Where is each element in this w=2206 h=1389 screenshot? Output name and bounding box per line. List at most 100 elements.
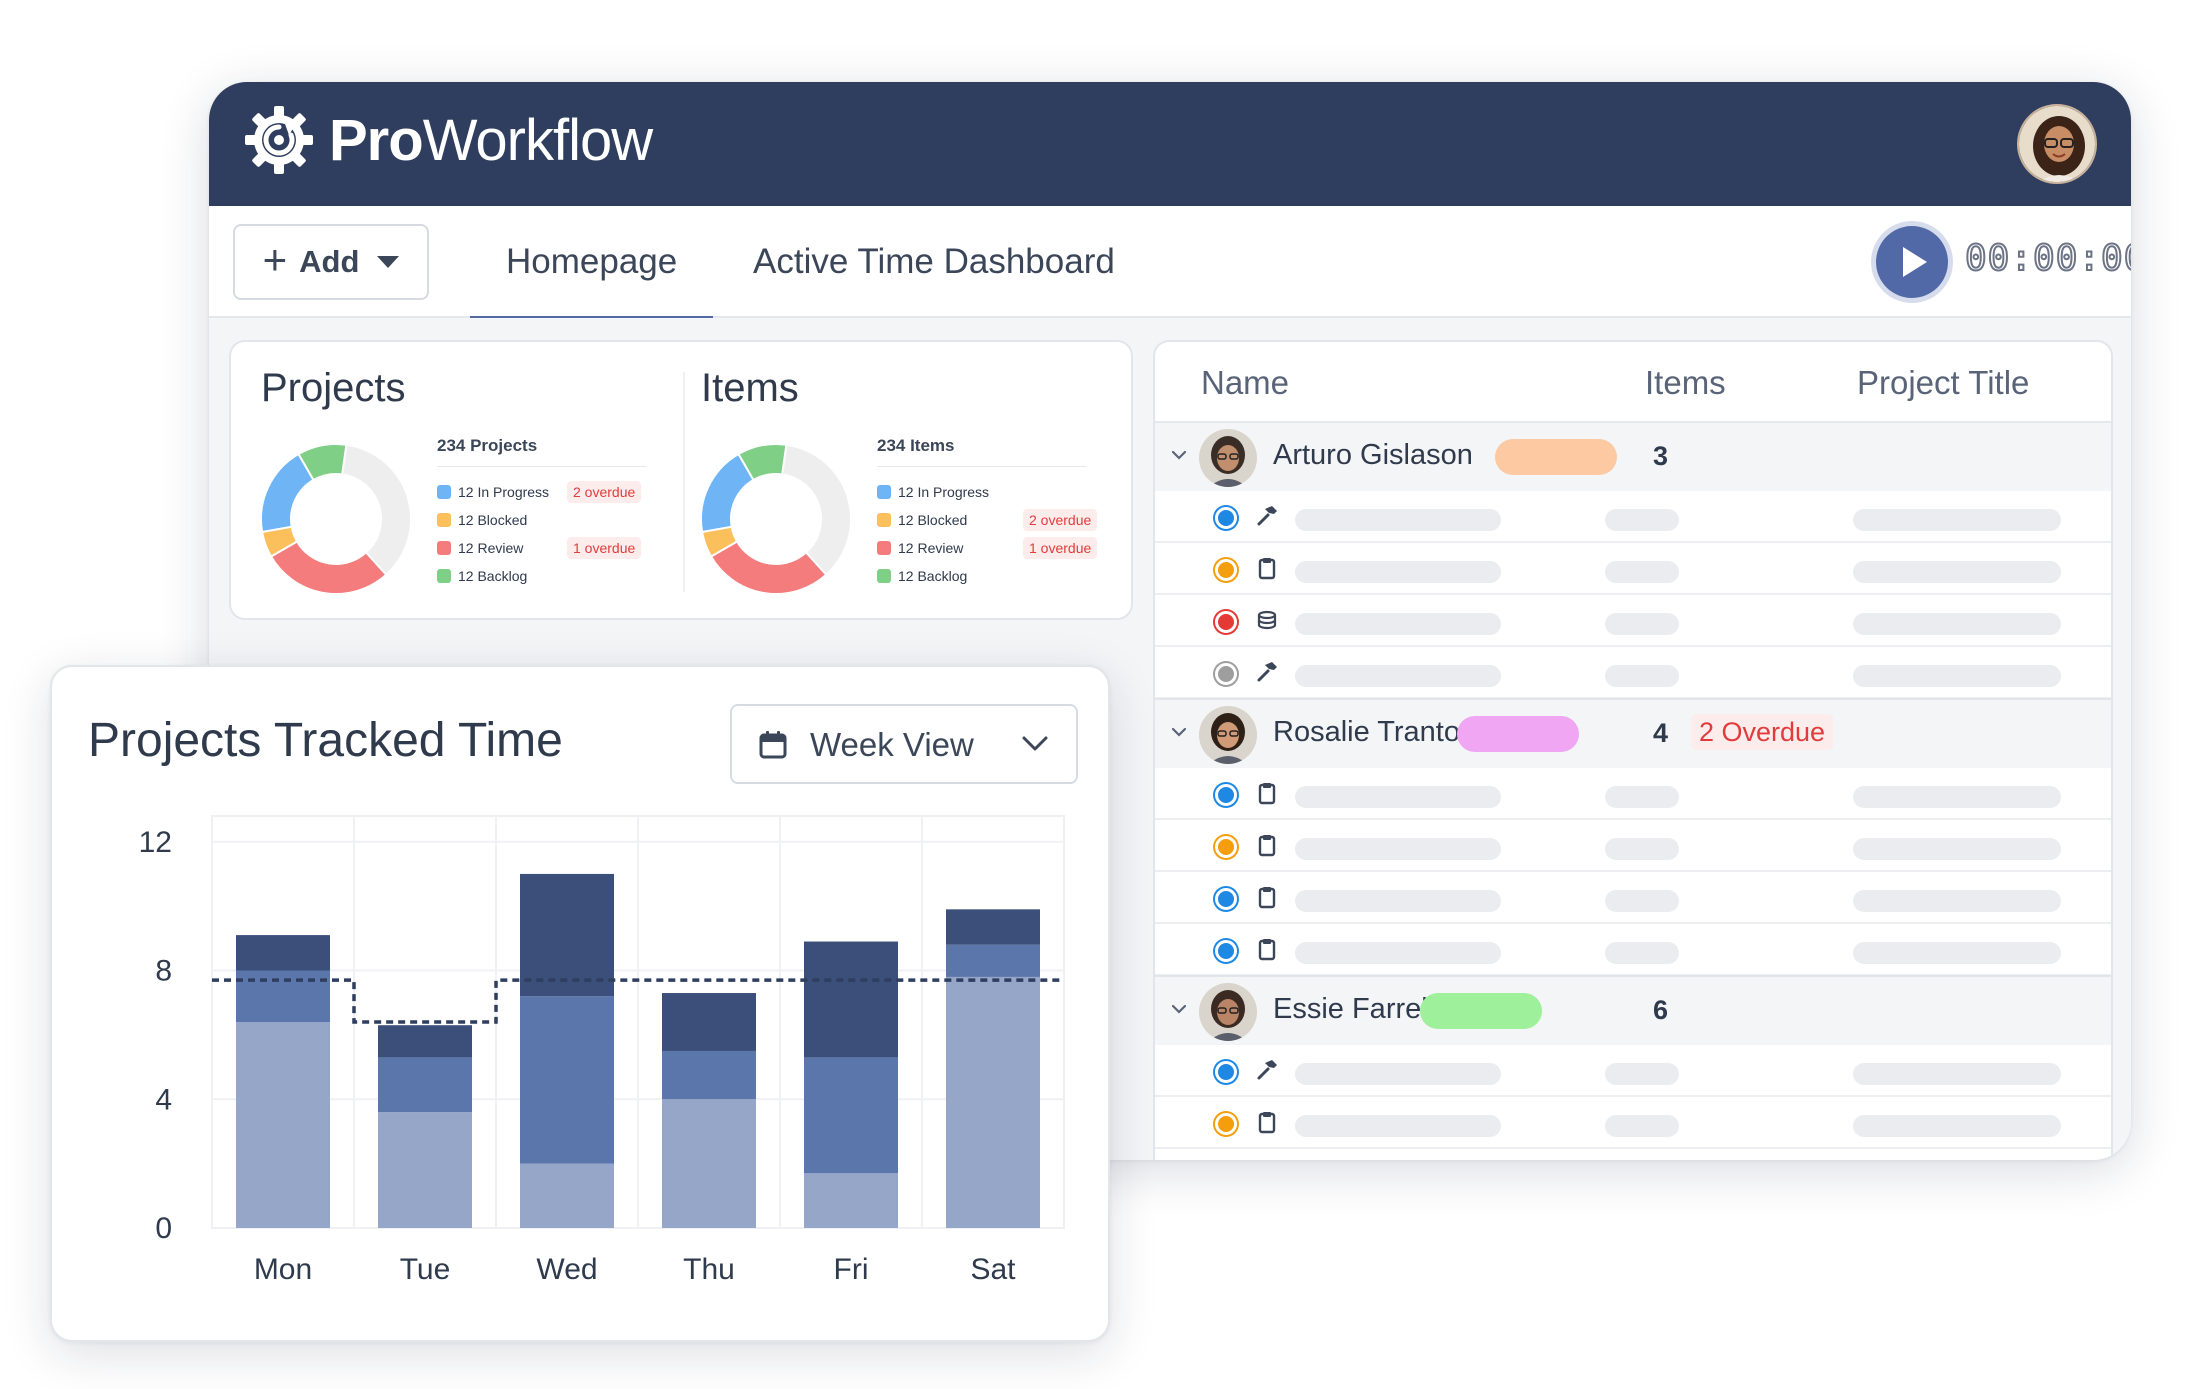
item-row[interactable] [1155,924,2111,976]
group-divider [1155,698,2111,701]
clipboard-icon [1258,783,1276,805]
legend-review[interactable]: 12 Review [877,538,963,558]
item-row[interactable] [1155,543,2111,595]
bar-thu-segment-2[interactable] [662,1050,756,1100]
bar-mon-segment-2[interactable] [236,970,330,1023]
target-line [212,978,1064,1024]
chevron-down-icon[interactable] [1171,724,1187,740]
legend-in-progress[interactable]: 12 In Progress [437,482,549,502]
bar-fri-segment-2[interactable] [804,1057,898,1174]
group-row[interactable]: Rosalie Trantow 4 2 Overdue [1155,700,2111,768]
status-dot[interactable] [1215,784,1237,806]
clipboard-icon [1258,887,1276,909]
brand-logo[interactable]: ProWorkflow [243,104,653,176]
calendar-icon [759,731,787,759]
swatch [437,569,451,583]
assignee-name[interactable]: Arturo Gislason [1273,439,1473,471]
bar-sat-segment-2[interactable] [946,944,1040,977]
clipboard-icon [1258,1112,1276,1134]
status-dot[interactable] [1215,940,1237,962]
item-row[interactable] [1155,820,2111,872]
brand-name: ProWorkflow [329,107,653,173]
status-dot[interactable] [1215,888,1237,910]
x-tick-label: Sat [970,1253,1016,1286]
tracked-time-chart: 0 4 8 12 Mon Tue Wed Thu Fri Sat [139,815,1065,1286]
item-row[interactable] [1155,872,2111,924]
status-dot[interactable] [1215,836,1237,858]
tab-homepage[interactable]: Homepage [469,206,714,320]
item-count-placeholder [1605,561,1679,583]
hammer-icon [1257,1060,1277,1080]
bar-tue-segment-2[interactable] [378,1057,472,1113]
chevron-down-icon[interactable] [1171,1001,1187,1017]
status-dot[interactable] [1215,663,1237,685]
group-row[interactable]: Essie Farrell 6 [1155,977,2111,1045]
legend-backlog[interactable]: 12 Backlog [877,566,967,586]
item-name-placeholder [1295,838,1501,860]
bar-sat-segment-3[interactable] [946,909,1040,945]
overdue-badge[interactable]: 2 Overdue [1691,714,1834,750]
bar-mon-segment-3[interactable] [236,935,330,971]
legend-backlog[interactable]: 12 Backlog [437,566,527,586]
overdue-badge[interactable]: 1 overdue [567,537,642,559]
column-header-name[interactable]: Name [1201,364,1290,401]
status-dot[interactable] [1215,1113,1237,1135]
status-dot[interactable] [1215,611,1237,633]
bar-thu-segment-1[interactable] [662,1099,756,1228]
overdue-badge[interactable]: 2 overdue [1023,509,1098,531]
people-table: Name Items Project Title Arturo Gislason… [1153,340,2113,1160]
item-count-placeholder [1605,838,1679,860]
y-tick-label: 8 [155,955,172,988]
item-count-placeholder [1605,1063,1679,1085]
add-button[interactable]: + Add [233,224,429,300]
legend-blocked[interactable]: 12 Blocked [877,510,967,530]
week-view-label: Week View [810,726,974,763]
avatar[interactable] [1199,983,1257,1041]
item-count-placeholder [1605,786,1679,808]
assignee-name[interactable]: Essie Farrell [1273,993,1435,1025]
legend-blocked[interactable]: 12 Blocked [437,510,527,530]
project-title-placeholder [1853,838,2061,860]
item-row[interactable] [1155,1045,2111,1097]
status-dot[interactable] [1215,1061,1237,1083]
tab-active-time-dashboard[interactable]: Active Time Dashboard [753,242,1115,281]
bar-fri-segment-1[interactable] [804,1173,898,1228]
item-row[interactable] [1155,595,2111,647]
overdue-badge[interactable]: 1 overdue [1023,537,1098,559]
column-header-items[interactable]: Items [1645,364,1726,401]
bar-wed-segment-2[interactable] [520,996,614,1164]
play-icon [1903,247,1927,277]
legend-review[interactable]: 12 Review [437,538,523,558]
group-row[interactable]: Arturo Gislason 3 [1155,423,2111,491]
overdue-badge[interactable]: 2 overdue [567,481,642,503]
status-dot[interactable] [1215,507,1237,529]
bar-mon-segment-1[interactable] [236,1022,330,1228]
timer-play-button[interactable] [1876,226,1948,298]
bar-wed-segment-3[interactable] [520,873,614,997]
item-row[interactable] [1155,491,2111,543]
assignee-name[interactable]: Rosalie Trantow [1273,716,1481,748]
item-name-placeholder [1295,1115,1501,1137]
y-tick-label: 4 [155,1083,172,1116]
chevron-down-icon[interactable] [1171,447,1187,463]
bar-thu-segment-3[interactable] [662,993,756,1051]
bar-tue-segment-1[interactable] [378,1112,472,1228]
items-summary: Items 234 Items 12 In Progress 12 Blocke… [671,342,1111,618]
legend-in-progress[interactable]: 12 In Progress [877,482,989,502]
item-row[interactable] [1155,768,2111,820]
bar-sat-segment-1[interactable] [946,976,1040,1228]
avatar[interactable] [1199,706,1257,764]
bar-tue-segment-3[interactable] [378,1025,472,1058]
bar-fri-segment-3[interactable] [804,941,898,1058]
avatar[interactable] [1199,429,1257,487]
column-divider [683,372,685,592]
item-row[interactable] [1155,1097,2111,1149]
projects-summary: Projects 234 Projects 12 In Progress 2 o… [231,342,671,618]
week-view-dropdown[interactable]: Week View [730,704,1078,784]
column-header-project-title[interactable]: Project Title [1857,364,2030,401]
user-avatar[interactable] [2017,104,2097,184]
status-dot[interactable] [1215,559,1237,581]
bar-wed-segment-1[interactable] [520,1163,614,1228]
donut-segment-blocked [701,525,739,558]
item-row[interactable] [1155,647,2111,699]
